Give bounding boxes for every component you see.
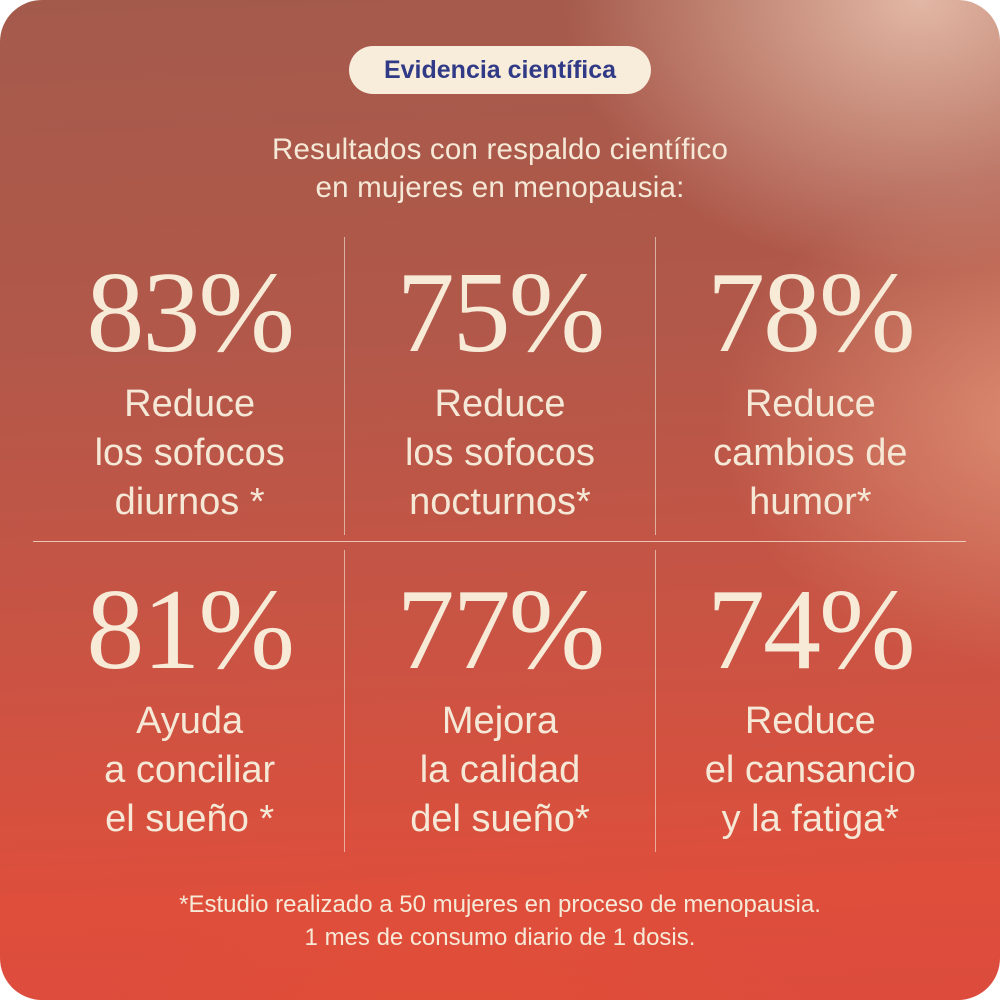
page-title-line-2: en mujeres en menopausia: [315, 171, 685, 204]
stats-row-top: 83% Reduce los sofocos diurnos * 75% Red… [35, 237, 965, 535]
stat-description: Reduce los sofocos nocturnos* [345, 380, 654, 527]
stat-desc-line: Reduce [744, 699, 876, 742]
stat-desc-line: Ayuda [136, 699, 244, 742]
stat-value: 81% [86, 566, 295, 694]
stat-desc-line: el sueño * [105, 797, 275, 840]
footnote-line-2: 1 mes de consumo diario de 1 dosis. [304, 924, 696, 951]
stat-desc-line: a conciliar [104, 748, 276, 791]
stat-desc-line: los sofocos [94, 431, 285, 474]
stat-value: 75% [396, 249, 606, 377]
stat-desc-line: y la fatiga* [721, 797, 900, 840]
stat-value: 77% [396, 566, 606, 694]
stat-description: Reduce el cansancio y la fatiga* [656, 697, 965, 844]
stat-cell-sofocos-diurnos: 83% Reduce los sofocos diurnos * [35, 237, 344, 535]
stat-value: 78% [707, 249, 916, 377]
footnote-line-1: *Estudio realizado a 50 mujeres en proce… [179, 891, 821, 918]
stat-desc-line: diurnos * [114, 480, 265, 523]
row-divider [33, 541, 966, 542]
stat-desc-line: humor* [749, 480, 872, 523]
stat-description: Ayuda a conciliar el sueño * [35, 697, 344, 844]
stat-desc-line: Reduce [434, 382, 566, 425]
page-title: Resultados con respaldo científico en mu… [0, 131, 1000, 207]
stats-row-bottom: 81% Ayuda a conciliar el sueño * 77% Mej… [35, 550, 965, 852]
stat-cell-cansancio-fatiga: 74% Reduce el cansancio y la fatiga* [656, 550, 965, 852]
stat-desc-line: el cansancio [704, 748, 916, 791]
stat-cell-sofocos-nocturnos: 75% Reduce los sofocos nocturnos* [344, 237, 656, 535]
stat-desc-line: los sofocos [404, 431, 596, 474]
stat-desc-line: Reduce [124, 382, 256, 425]
stat-desc-line: Reduce [744, 382, 876, 425]
stat-cell-conciliar-sueno: 81% Ayuda a conciliar el sueño * [35, 550, 344, 852]
stat-desc-line: nocturnos* [409, 480, 591, 523]
stat-desc-line: la calidad [419, 748, 581, 791]
stat-cell-cambios-humor: 78% Reduce cambios de humor* [656, 237, 965, 535]
stat-description: Reduce cambios de humor* [656, 380, 965, 527]
stat-desc-line: Mejora [441, 699, 559, 742]
stat-value: 83% [86, 249, 295, 377]
stat-desc-line: del sueño* [410, 797, 590, 840]
stat-desc-line: cambios de [713, 431, 908, 474]
stat-description: Mejora la calidad del sueño* [345, 697, 654, 844]
evidence-badge: Evidencia científica [348, 46, 652, 94]
page-title-line-1: Resultados con respaldo científico [271, 133, 729, 166]
stat-description: Reduce los sofocos diurnos * [35, 380, 344, 527]
stat-value: 74% [707, 566, 916, 694]
evidence-badge-label: Evidencia científica [383, 56, 617, 84]
stat-cell-calidad-sueno: 77% Mejora la calidad del sueño* [344, 550, 656, 852]
study-footnote: *Estudio realizado a 50 mujeres en proce… [0, 888, 1000, 954]
